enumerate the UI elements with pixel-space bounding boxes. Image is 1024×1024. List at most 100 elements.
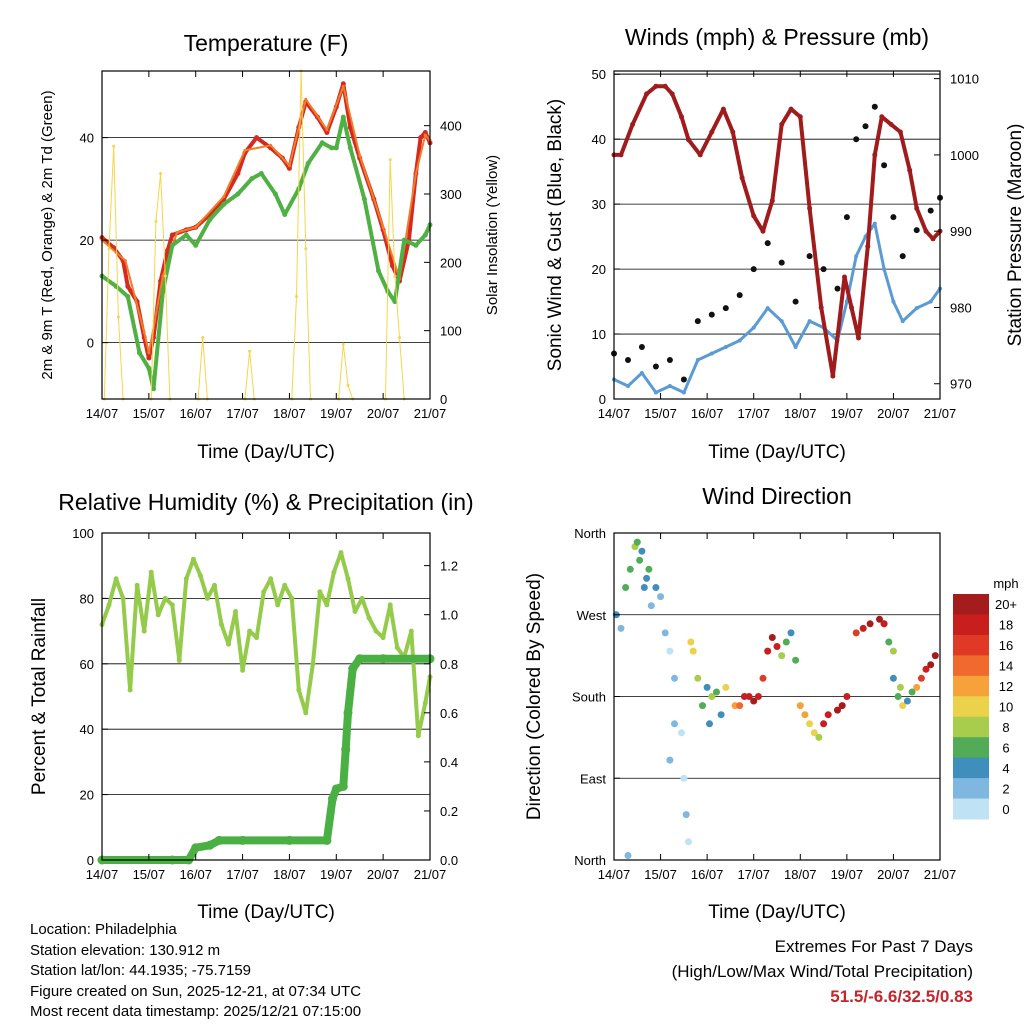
x-tick-label: 14/07 bbox=[598, 867, 631, 882]
x-axis-label: Time (Day/UTC) bbox=[708, 902, 846, 923]
direction-points bbox=[612, 538, 939, 859]
data-point bbox=[116, 315, 120, 319]
direction-point bbox=[815, 733, 823, 741]
data-point bbox=[289, 595, 295, 601]
data-point bbox=[165, 247, 171, 253]
station-location: Location: Philadelphia bbox=[30, 921, 177, 938]
y-axis-label-left: Direction (Colored By Speed) bbox=[524, 573, 545, 820]
colorbar-swatch bbox=[953, 675, 989, 697]
y-axis-left: North East South West North Direction (Colore… bbox=[524, 526, 620, 868]
data-point bbox=[842, 274, 847, 280]
series bbox=[99, 69, 433, 401]
data-point bbox=[254, 635, 260, 641]
data-point bbox=[708, 311, 715, 318]
figure-created: Figure created on Sun, 2025-12-21, at 07… bbox=[30, 982, 362, 1000]
data-point bbox=[414, 172, 418, 175]
y-axis-label-left: 2m & 9m T (Red, Orange) & 2m Td (Green) bbox=[39, 90, 56, 379]
data-point bbox=[413, 242, 419, 248]
data-point bbox=[310, 661, 316, 667]
direction-point bbox=[778, 652, 786, 660]
y-tick-label-right: 300 bbox=[440, 187, 462, 202]
data-point bbox=[778, 259, 785, 266]
series-station-pressure bbox=[611, 83, 943, 379]
data-point bbox=[418, 135, 424, 141]
data-point bbox=[125, 294, 131, 299]
direction-point bbox=[745, 693, 753, 700]
data-point bbox=[779, 121, 785, 127]
colorbar-swatch bbox=[953, 778, 989, 800]
x-tick-label: 16/07 bbox=[691, 867, 724, 882]
data-point bbox=[183, 576, 189, 582]
colorbar-title: mph bbox=[993, 576, 1018, 591]
series-relative-humidity bbox=[99, 550, 433, 739]
data-point bbox=[376, 268, 381, 274]
data-point bbox=[779, 319, 784, 324]
data-point bbox=[341, 745, 351, 755]
colorbar-swatch bbox=[953, 757, 989, 779]
series-line bbox=[100, 115, 432, 391]
direction-point bbox=[796, 702, 804, 710]
data-point bbox=[408, 628, 414, 634]
direction-point bbox=[801, 711, 809, 719]
data-point bbox=[736, 292, 743, 299]
x-tick-label: 14/07 bbox=[86, 406, 119, 421]
data-point bbox=[207, 217, 213, 223]
y-axis-left: 0 20 40 60 80 100 Percent & Total Rainfall bbox=[29, 526, 108, 868]
station-elevation: Station elevation: 130.912 m bbox=[30, 941, 221, 959]
data-point bbox=[394, 645, 400, 650]
y-axis-label-right: Station Pressure (Maroon) bbox=[1005, 124, 1024, 347]
data-point bbox=[340, 114, 346, 120]
data-point bbox=[125, 283, 131, 289]
data-point bbox=[205, 840, 215, 850]
y-tick-label-right: 1.0 bbox=[440, 608, 458, 623]
y-tick-label: 20 bbox=[80, 788, 94, 803]
data-point bbox=[331, 784, 341, 794]
direction-point bbox=[647, 602, 655, 610]
data-point bbox=[235, 191, 241, 197]
data-point bbox=[154, 219, 158, 223]
data-point bbox=[325, 128, 329, 132]
data-point bbox=[191, 843, 201, 853]
direction-point bbox=[927, 661, 935, 669]
data-point bbox=[107, 247, 111, 251]
data-point bbox=[345, 576, 351, 582]
colorbar-swatch bbox=[953, 655, 989, 677]
data-point bbox=[134, 582, 140, 588]
data-point bbox=[329, 145, 335, 151]
data-point bbox=[296, 687, 302, 693]
data-point bbox=[862, 123, 869, 130]
data-point bbox=[881, 162, 888, 169]
direction-point bbox=[661, 629, 669, 637]
series-line bbox=[612, 222, 942, 394]
data-point bbox=[739, 175, 745, 181]
colorbar-swatch bbox=[953, 594, 989, 615]
x-tick-label: 17/07 bbox=[737, 406, 770, 421]
x-axis: 14/07 15/07 16/07 17/07 18/07 19/07 20/07 21/07… bbox=[86, 71, 446, 463]
data-point bbox=[322, 835, 332, 845]
data-point bbox=[142, 330, 146, 334]
data-point bbox=[681, 390, 686, 395]
data-point bbox=[161, 274, 165, 278]
y-tick-label: North bbox=[574, 526, 606, 541]
direction-point bbox=[708, 693, 716, 700]
x-tick-label: 18/07 bbox=[784, 867, 817, 882]
data-point bbox=[720, 106, 726, 112]
direction-point bbox=[652, 584, 660, 591]
direction-point bbox=[903, 697, 911, 705]
data-point bbox=[343, 708, 353, 718]
data-point bbox=[233, 609, 238, 614]
data-point bbox=[238, 835, 248, 845]
data-point bbox=[797, 114, 803, 120]
plot-frame bbox=[613, 70, 941, 400]
data-point bbox=[398, 336, 401, 339]
data-point bbox=[618, 152, 624, 158]
data-point bbox=[695, 358, 700, 362]
x-tick-label: 15/07 bbox=[133, 867, 166, 882]
data-point bbox=[366, 615, 372, 621]
x-tick-label: 16/07 bbox=[179, 406, 212, 421]
y-tick-label: South bbox=[572, 690, 606, 705]
data-point bbox=[890, 214, 897, 221]
data-point bbox=[694, 318, 701, 325]
series-total-rainfall bbox=[97, 654, 435, 865]
series-wind bbox=[612, 221, 942, 395]
